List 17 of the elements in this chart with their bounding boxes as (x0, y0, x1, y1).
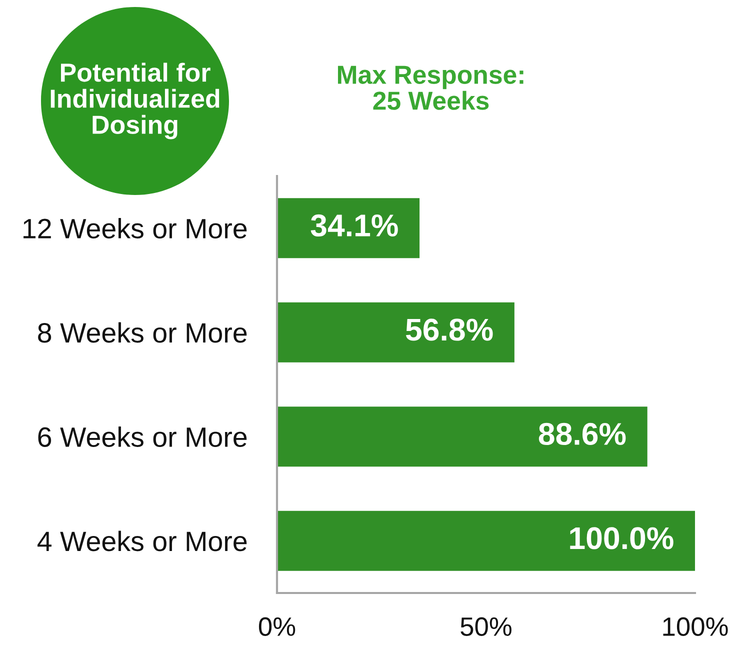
y-tick-label: 4 Weeks or More (37, 530, 247, 552)
bar (277, 406, 648, 467)
x-tick-label: 50% (460, 617, 512, 636)
y-tick-label: 8 Weeks or More (38, 322, 247, 343)
bar (277, 302, 514, 362)
bar (277, 510, 695, 571)
data-label: 88.6% (538, 422, 626, 446)
x-tick-label: 100% (663, 617, 728, 636)
y-tick-label: 6 Weeks or More (38, 426, 247, 447)
y-tick-label: 12 Weeks or More (24, 218, 247, 238)
data-label: 34.1% (310, 214, 398, 237)
data-label: 56.8% (406, 318, 493, 341)
bar (277, 198, 420, 258)
x-tick-label: 0% (258, 617, 296, 636)
data-label: 100.0% (570, 527, 674, 550)
chart-title: Max Response: 25 Weeks (338, 66, 524, 110)
text: Potential for Individualized Dosing (50, 62, 220, 140)
